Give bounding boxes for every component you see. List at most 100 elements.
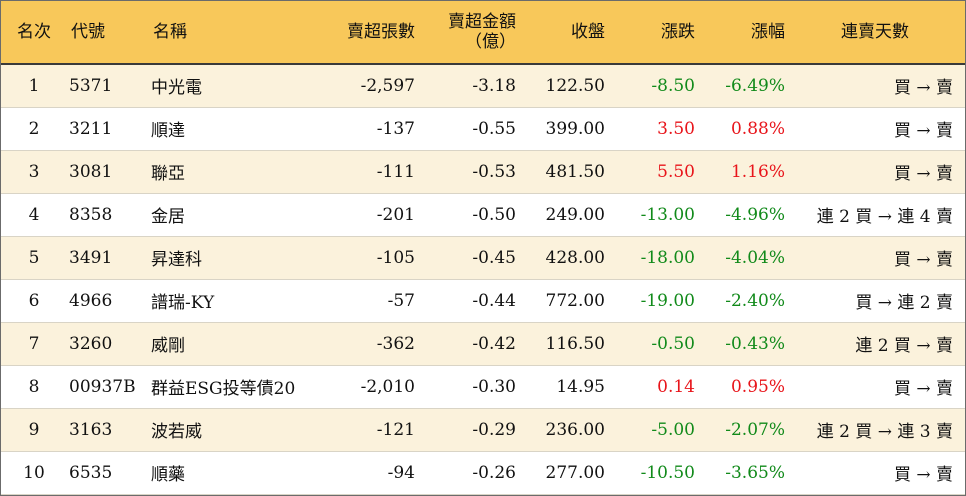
header-net-amount-line2: （億） [465,32,516,52]
close-price-cell: 772.00 [516,279,605,323]
close-price-cell: 236.00 [516,408,605,452]
rank-cell: 10 [1,451,67,495]
table-body: 1 5371 中光電 -2,597 -3.18 122.50 -8.50 -6.49% 買 → … [1,64,965,495]
net-shares-cell: -111 [319,150,415,194]
rank-cell: 1 [1,64,67,108]
net-amount-cell: -0.44 [415,279,516,323]
stock-name-cell[interactable]: 威剛 [149,322,319,366]
table-row[interactable]: 8 00937B 群益ESG投等債20 -2,010 -0.30 14.95 0.14 0.9… [1,365,965,409]
stock-name-cell[interactable]: 順藥 [149,451,319,495]
header-name[interactable]: 名稱 [149,1,319,65]
price-change-cell: -5.00 [605,408,695,452]
close-price-cell: 399.00 [516,107,605,151]
rank-cell: 3 [1,150,67,194]
net-amount-cell: -0.45 [415,236,516,280]
close-price-cell: 122.50 [516,64,605,108]
pct-change-cell: -6.49% [695,64,785,108]
stock-name-cell[interactable]: 中光電 [149,64,319,108]
close-price-cell: 249.00 [516,193,605,237]
net-amount-cell: -0.26 [415,451,516,495]
table-row[interactable]: 2 3211 順達 -137 -0.55 399.00 3.50 0.88% 買 → 賣 [1,107,965,151]
price-change-cell: -19.00 [605,279,695,323]
price-change-cell: -0.50 [605,322,695,366]
header-pct[interactable]: 漲幅 [695,1,785,65]
stock-code-cell[interactable]: 00937B [67,365,149,409]
price-change-cell: 3.50 [605,107,695,151]
stock-code-cell[interactable]: 3491 [67,236,149,280]
header-row: 名次 代號 名稱 賣超張數 賣超金額 （億） 收盤 漲跌 漲幅 連賣天數 [1,1,965,65]
table-row[interactable]: 9 3163 波若威 -121 -0.29 236.00 -5.00 -2.07% 連 2 買 … [1,408,965,452]
rank-cell: 7 [1,322,67,366]
close-price-cell: 277.00 [516,451,605,495]
stock-name-cell[interactable]: 金居 [149,193,319,237]
rank-cell: 4 [1,193,67,237]
header-streak[interactable]: 連賣天數 [785,1,965,65]
net-amount-cell: -0.53 [415,150,516,194]
streak-cell: 買 → 賣 [785,107,965,151]
pct-change-cell: -2.07% [695,408,785,452]
stock-name-cell[interactable]: 譜瑞-KY [149,279,319,323]
stock-code-cell[interactable]: 4966 [67,279,149,323]
close-price-cell: 481.50 [516,150,605,194]
header-rank[interactable]: 名次 [1,1,67,65]
net-amount-cell: -0.29 [415,408,516,452]
close-price-cell: 428.00 [516,236,605,280]
close-price-cell: 14.95 [516,365,605,409]
pct-change-cell: 0.88% [695,107,785,151]
pct-change-cell: 0.95% [695,365,785,409]
stock-name-cell[interactable]: 群益ESG投等債20 [149,365,319,409]
table-row[interactable]: 5 3491 昇達科 -105 -0.45 428.00 -18.00 -4.04% 買 → 賣 [1,236,965,280]
net-shares-cell: -201 [319,193,415,237]
net-shares-cell: -121 [319,408,415,452]
close-price-cell: 116.50 [516,322,605,366]
net-shares-cell: -105 [319,236,415,280]
streak-cell: 買 → 賣 [785,365,965,409]
net-amount-cell: -0.55 [415,107,516,151]
stock-code-cell[interactable]: 3081 [67,150,149,194]
header-code[interactable]: 代號 [67,1,149,65]
table-row[interactable]: 7 3260 威剛 -362 -0.42 116.50 -0.50 -0.43% 連 2 買 →… [1,322,965,366]
stock-code-cell[interactable]: 3211 [67,107,149,151]
streak-cell: 買 → 賣 [785,451,965,495]
header-net-amount[interactable]: 賣超金額 （億） [415,1,516,65]
net-amount-cell: -0.42 [415,322,516,366]
stock-code-cell[interactable]: 3260 [67,322,149,366]
header-net-shares[interactable]: 賣超張數 [319,1,415,65]
streak-cell: 買 → 賣 [785,236,965,280]
table-row[interactable]: 10 6535 順藥 -94 -0.26 277.00 -10.50 -3.65% 買 → 賣 [1,451,965,495]
stock-code-cell[interactable]: 3163 [67,408,149,452]
streak-cell: 連 2 買 → 賣 [785,322,965,366]
pct-change-cell: -2.40% [695,279,785,323]
stock-name-cell[interactable]: 聯亞 [149,150,319,194]
stock-code-cell[interactable]: 6535 [67,451,149,495]
pct-change-cell: -0.43% [695,322,785,366]
net-shares-cell: -94 [319,451,415,495]
header-change[interactable]: 漲跌 [605,1,695,65]
price-change-cell: -8.50 [605,64,695,108]
table-row[interactable]: 4 8358 金居 -201 -0.50 249.00 -13.00 -4.96% 連 2 買 … [1,193,965,237]
streak-cell: 買 → 賣 [785,150,965,194]
table-row[interactable]: 1 5371 中光電 -2,597 -3.18 122.50 -8.50 -6.49% 買 → … [1,64,965,108]
stock-name-cell[interactable]: 昇達科 [149,236,319,280]
pct-change-cell: -3.65% [695,451,785,495]
streak-cell: 連 2 買 → 連 4 賣 [785,193,965,237]
streak-cell: 買 → 連 2 賣 [785,279,965,323]
net-amount-cell: -3.18 [415,64,516,108]
streak-cell: 連 2 買 → 連 3 賣 [785,408,965,452]
header-close[interactable]: 收盤 [516,1,605,65]
table-row[interactable]: 3 3081 聯亞 -111 -0.53 481.50 5.50 1.16% 買 → 賣 [1,150,965,194]
table-row[interactable]: 6 4966 譜瑞-KY -57 -0.44 772.00 -19.00 -2.40% 買 → … [1,279,965,323]
stock-name-cell[interactable]: 波若威 [149,408,319,452]
stock-code-cell[interactable]: 5371 [67,64,149,108]
pct-change-cell: 1.16% [695,150,785,194]
net-shares-cell: -137 [319,107,415,151]
price-change-cell: -13.00 [605,193,695,237]
rank-cell: 5 [1,236,67,280]
pct-change-cell: -4.04% [695,236,785,280]
rank-cell: 6 [1,279,67,323]
streak-cell: 買 → 賣 [785,64,965,108]
net-shares-cell: -362 [319,322,415,366]
stock-name-cell[interactable]: 順達 [149,107,319,151]
stock-code-cell[interactable]: 8358 [67,193,149,237]
